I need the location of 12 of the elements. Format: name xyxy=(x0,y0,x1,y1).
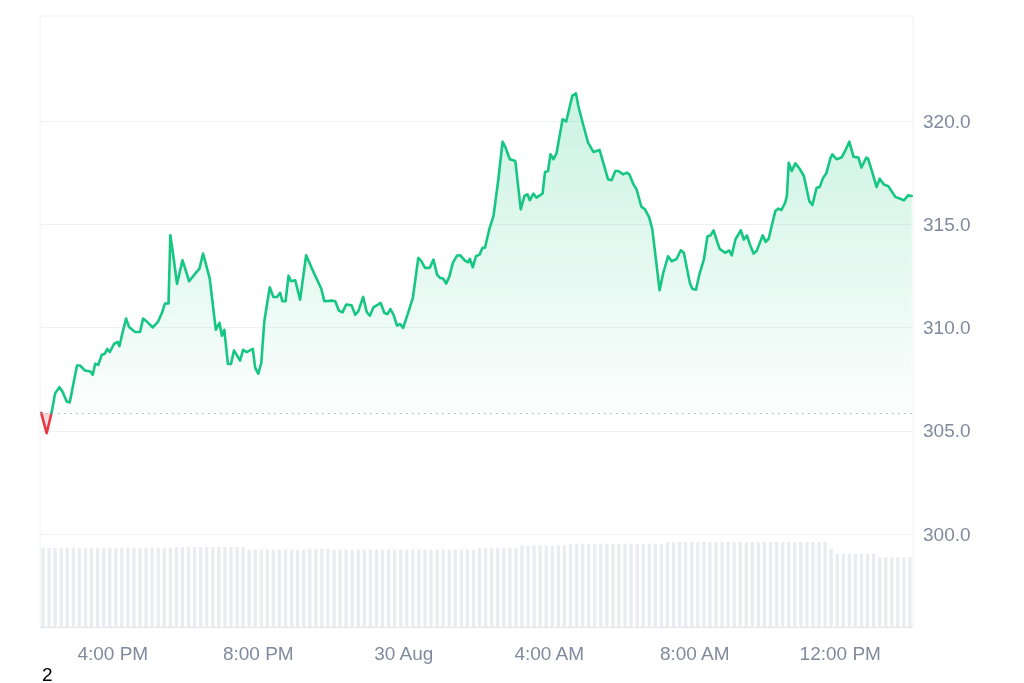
x-tick-label: 8:00 AM xyxy=(659,643,730,664)
y-tick-label: 300.0 xyxy=(923,523,971,545)
x-tick-label: 4:00 AM xyxy=(514,643,585,664)
y-tick-label: 305.0 xyxy=(923,420,971,442)
text: 2 xyxy=(42,664,53,683)
x-tick-label: 30 Aug xyxy=(374,643,434,664)
y-tick-label: 320.0 xyxy=(923,110,971,132)
y-tick-label: 315.0 xyxy=(923,213,971,235)
x-tick-label: 8:00 PM xyxy=(222,643,294,664)
x-tick-label: 4:00 PM xyxy=(77,643,149,664)
y-tick-label: 310.0 xyxy=(923,317,971,339)
x-tick-label: 12:00 PM xyxy=(799,643,881,664)
